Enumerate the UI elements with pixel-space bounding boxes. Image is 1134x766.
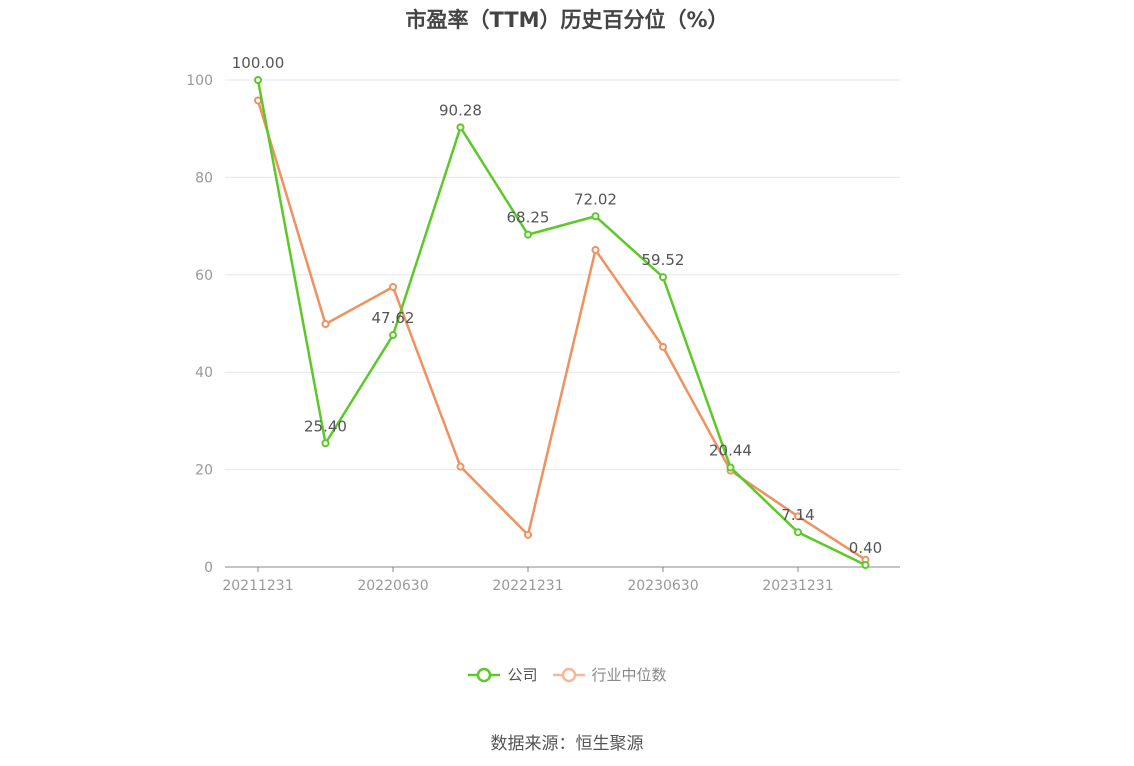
data-point-industry-median[interactable]	[456, 462, 465, 471]
legend-label-company: 公司	[507, 666, 538, 684]
data-point-company[interactable]	[861, 561, 870, 570]
y-tick-label: 80	[195, 170, 213, 186]
data-label: 90.28	[439, 101, 482, 119]
series-lines	[254, 76, 870, 570]
data-point-industry-median[interactable]	[389, 282, 397, 291]
x-tick-label: 20221231	[492, 578, 563, 594]
data-label: 59.52	[642, 251, 685, 269]
legend-company-icon	[468, 667, 501, 682]
chart-title: 市盈率（TTM）历史百分位（%）	[405, 8, 729, 32]
data-point-industry-median[interactable]	[591, 245, 600, 254]
data-point-industry-median[interactable]	[794, 512, 802, 521]
line-chart: 0 20 40 60 80 100 20211231 20220630 20221231 2023…	[186, 54, 900, 594]
data-label: 7.14	[781, 506, 814, 524]
axes: 0 20 40 60 80 100 20211231 20220630 20221231 2023…	[186, 73, 900, 594]
legend: 公司 行业中位数	[0, 664, 1134, 685]
y-tick-label: 0	[204, 560, 213, 576]
data-point-industry-median[interactable]	[524, 530, 532, 539]
data-label: 25.40	[304, 417, 347, 435]
data-label: 72.02	[574, 190, 617, 208]
x-tick-label: 20220630	[357, 578, 428, 594]
data-source-note: 数据来源：恒生聚源	[490, 734, 644, 754]
y-tick-label: 40	[195, 365, 213, 381]
data-point-company[interactable]	[794, 528, 802, 537]
data-point-company[interactable]	[389, 331, 397, 340]
data-point-company[interactable]	[456, 123, 465, 132]
series-line-company	[256, 79, 867, 567]
data-point-industry-median[interactable]	[659, 342, 667, 351]
data-label: 100.00	[232, 54, 285, 72]
y-tick-label: 60	[195, 268, 213, 284]
data-point-company[interactable]	[254, 76, 262, 84]
data-point-company[interactable]	[659, 273, 667, 282]
data-label: 0.40	[849, 539, 882, 557]
legend-item-industry-median[interactable]: 行业中位数	[552, 664, 667, 685]
x-tick-label: 20230630	[627, 578, 698, 594]
data-point-company[interactable]	[726, 463, 735, 472]
x-tick-label: 20231231	[762, 578, 833, 594]
data-point-company[interactable]	[591, 212, 600, 221]
legend-item-company[interactable]: 公司	[467, 664, 538, 685]
legend-label-industry-median: 行业中位数	[591, 666, 667, 684]
grid-lines	[225, 79, 900, 471]
data-point-company[interactable]	[524, 230, 532, 239]
y-tick-label: 20	[195, 463, 213, 479]
data-label: 20.44	[709, 441, 752, 459]
data-point-industry-median[interactable]	[254, 96, 262, 105]
data-label: 68.25	[507, 209, 550, 227]
data-point-company[interactable]	[321, 439, 330, 448]
legend-industry-median-icon	[552, 667, 585, 682]
data-point-industry-median[interactable]	[321, 319, 330, 328]
x-tick-label: 20211231	[222, 578, 293, 594]
data-label: 47.62	[372, 309, 415, 327]
y-tick-label: 100	[186, 73, 213, 89]
data-labels: 100.00 25.40 47.62 90.28 68.25 72.02 59.52 20.4…	[232, 54, 882, 557]
series-line-industry-median	[256, 100, 867, 561]
